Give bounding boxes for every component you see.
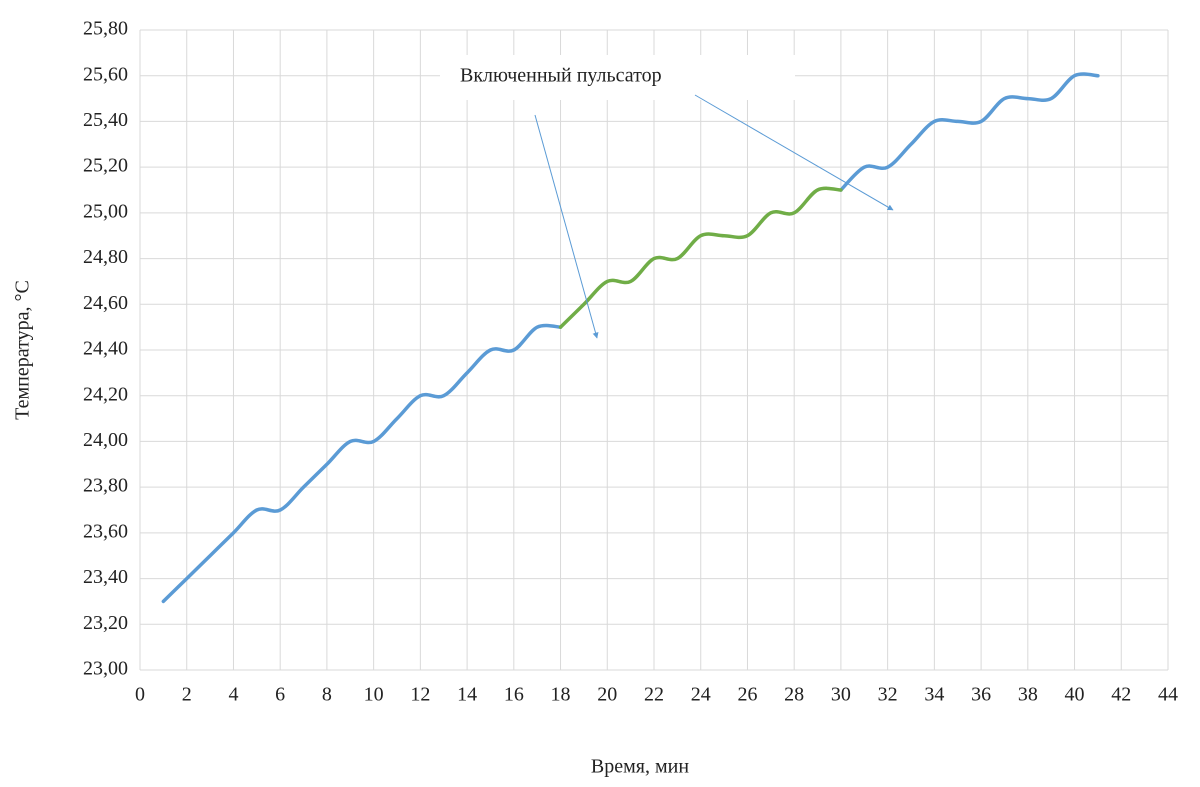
x-tick-label: 16 xyxy=(504,684,524,706)
x-tick-label: 12 xyxy=(410,684,430,706)
x-axis-label: Время, мин xyxy=(591,756,689,778)
x-tick-label: 0 xyxy=(135,684,145,706)
x-tick-label: 20 xyxy=(597,684,617,706)
x-tick-label: 6 xyxy=(275,684,285,706)
y-tick-label: 24,60 xyxy=(83,292,128,314)
line-series xyxy=(161,72,1100,604)
y-tick-label: 23,80 xyxy=(83,475,128,497)
y-tick-label: 24,20 xyxy=(83,383,128,405)
annotation-box xyxy=(440,55,795,100)
x-tick-label: 14 xyxy=(457,684,477,706)
x-tick-label: 42 xyxy=(1111,684,1131,706)
x-tick-label: 24 xyxy=(691,684,711,706)
x-tick-label: 10 xyxy=(364,684,384,706)
x-tick-label: 36 xyxy=(971,684,991,706)
x-tick-label: 2 xyxy=(182,684,192,706)
x-tick-label: 28 xyxy=(784,684,804,706)
x-tick-label: 30 xyxy=(831,684,851,706)
y-tick-label: 25,60 xyxy=(83,63,128,85)
x-tick-label: 8 xyxy=(322,684,332,706)
y-tick-label: 25,00 xyxy=(83,200,128,222)
line-series xyxy=(558,186,843,329)
x-tick-label: 4 xyxy=(228,684,238,706)
x-tick-label: 38 xyxy=(1018,684,1038,706)
y-tick-label: 25,40 xyxy=(83,109,128,131)
y-tick-label: 23,60 xyxy=(83,520,128,542)
y-tick-label: 24,80 xyxy=(83,246,128,268)
x-tick-label: 44 xyxy=(1158,684,1178,706)
y-tick-label: 24,00 xyxy=(83,429,128,451)
y-tick-label: 25,20 xyxy=(83,155,128,177)
x-tick-label: 32 xyxy=(878,684,898,706)
x-tick-label: 22 xyxy=(644,684,664,706)
y-axis-label: Температура, °С xyxy=(12,280,34,420)
y-tick-label: 23,40 xyxy=(83,566,128,588)
y-tick-label: 23,20 xyxy=(83,612,128,634)
arrow xyxy=(694,94,894,211)
x-tick-label: 40 xyxy=(1065,684,1085,706)
x-tick-label: 34 xyxy=(924,684,944,706)
y-tick-label: 25,80 xyxy=(83,18,128,40)
y-tick-label: 23,00 xyxy=(83,658,128,680)
x-tick-label: 18 xyxy=(551,684,571,706)
arrow xyxy=(534,114,599,339)
y-tick-label: 24,40 xyxy=(83,338,128,360)
x-tick-label: 26 xyxy=(737,684,757,706)
annotation: Включенный пульсатор xyxy=(460,65,662,87)
